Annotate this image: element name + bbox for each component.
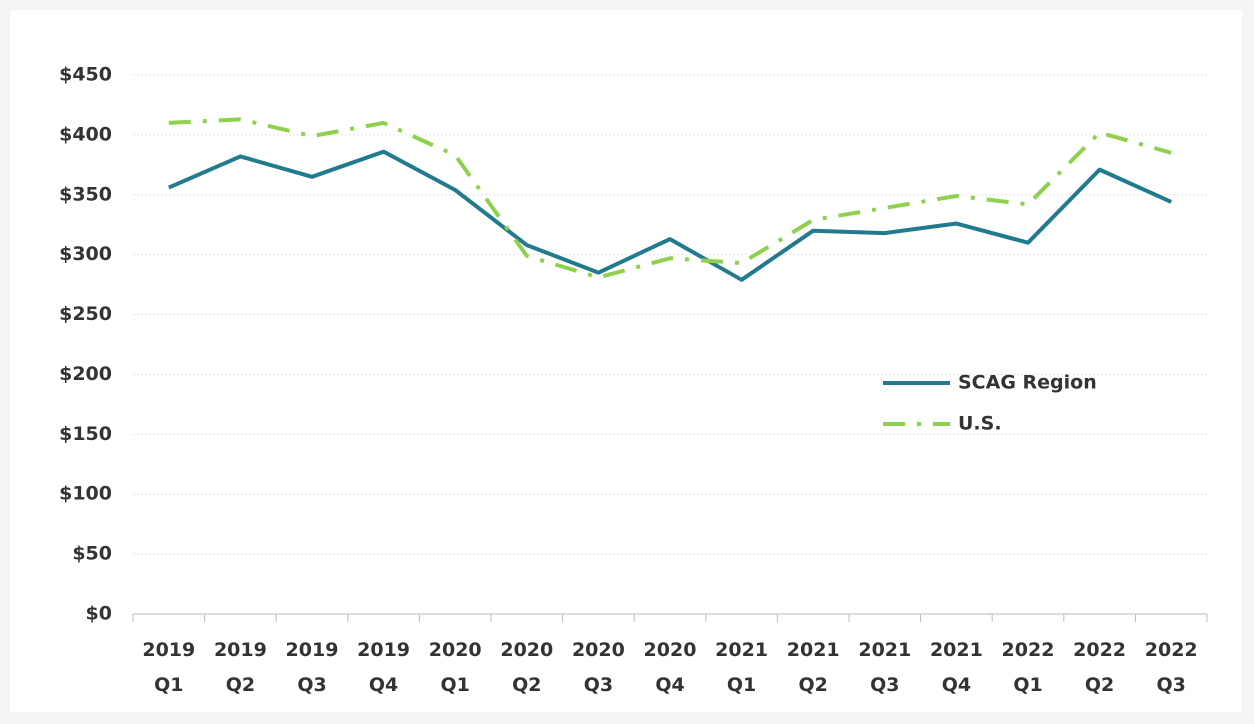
x-tick-label-line: 2019	[357, 639, 410, 661]
x-tick-label: 2022 Q1	[1002, 639, 1055, 696]
x-tick-label-line: 2021	[787, 639, 840, 661]
x-tick-label-line: 2021	[858, 639, 911, 661]
x-tick-label-line: 2022	[1145, 639, 1198, 661]
x-tick-label-line: 2022	[1073, 639, 1126, 661]
x-tick-label-line: Q2	[512, 674, 541, 696]
x-tick-label: 2020 Q2	[500, 639, 553, 696]
x-tick-label: 2019 Q2	[214, 639, 267, 696]
x-tick-label-line: Q3	[1157, 674, 1186, 696]
x-tick-label-line: Q4	[655, 674, 684, 696]
y-tick-label: $50	[72, 543, 112, 565]
x-tick-label-line: Q1	[727, 674, 756, 696]
x-tick-label-line: Q1	[441, 674, 470, 696]
x-tick-label-line: Q2	[1085, 674, 1114, 696]
y-tick-label: $150	[59, 423, 112, 445]
y-tick-label: $200	[59, 363, 112, 385]
x-tick-label-line: 2020	[644, 639, 697, 661]
y-tick-label: $350	[59, 183, 112, 205]
legend-label: U.S.	[958, 413, 1002, 435]
x-tick-label-line: 2022	[1002, 639, 1055, 661]
y-tick-label: $400	[59, 123, 112, 145]
x-tick-label: 2020 Q3	[572, 639, 625, 696]
x-tick-label-line: Q2	[799, 674, 828, 696]
x-tick-label-line: Q4	[369, 674, 398, 696]
x-tick-label: 2022 Q3	[1145, 639, 1198, 696]
line-series	[168, 149, 1173, 282]
x-tick-label: 2021 Q1	[715, 639, 768, 696]
y-tick-label: $300	[59, 243, 112, 265]
x-tick-label-line: 2020	[500, 639, 553, 661]
x-tick-label: 2021 Q2	[787, 639, 840, 696]
x-tick-label: 2021 Q3	[858, 639, 911, 696]
x-tick-label-line: 2021	[715, 639, 768, 661]
x-tick-label-line: Q4	[942, 674, 971, 696]
line-series	[168, 117, 1172, 280]
x-tick-label-line: Q3	[584, 674, 613, 696]
legend-label: SCAG Region	[958, 372, 1097, 394]
x-tick-label: 2019 Q4	[357, 639, 410, 696]
x-tick-label-line: Q3	[297, 674, 326, 696]
y-tick-label: $250	[59, 303, 112, 325]
x-tick-label-line: Q1	[154, 674, 183, 696]
x-tick-label: 2020 Q1	[429, 639, 482, 696]
x-tick-label-line: 2019	[214, 639, 267, 661]
x-tick-label-line: 2020	[572, 639, 625, 661]
x-tick-label: 2019 Q3	[286, 639, 339, 696]
y-tick-label: $450	[59, 64, 112, 86]
x-tick-label-line: 2019	[286, 639, 339, 661]
x-tick-label-line: 2021	[930, 639, 983, 661]
x-tick-label-line: Q1	[1013, 674, 1042, 696]
x-tick-label-line: Q2	[226, 674, 255, 696]
y-tick-label: $100	[59, 483, 112, 505]
x-tick-label-line: Q3	[870, 674, 899, 696]
x-tick-label: 2020 Q4	[644, 639, 697, 696]
x-tick-label-line: 2020	[429, 639, 482, 661]
x-tick-label: 2019 Q1	[142, 639, 195, 696]
x-tick-label: 2022 Q2	[1073, 639, 1126, 696]
x-tick-label: 2021 Q4	[930, 639, 983, 696]
y-tick-label: $0	[86, 603, 112, 625]
x-tick-label-line: 2019	[142, 639, 195, 661]
plot-panel	[10, 10, 1242, 712]
